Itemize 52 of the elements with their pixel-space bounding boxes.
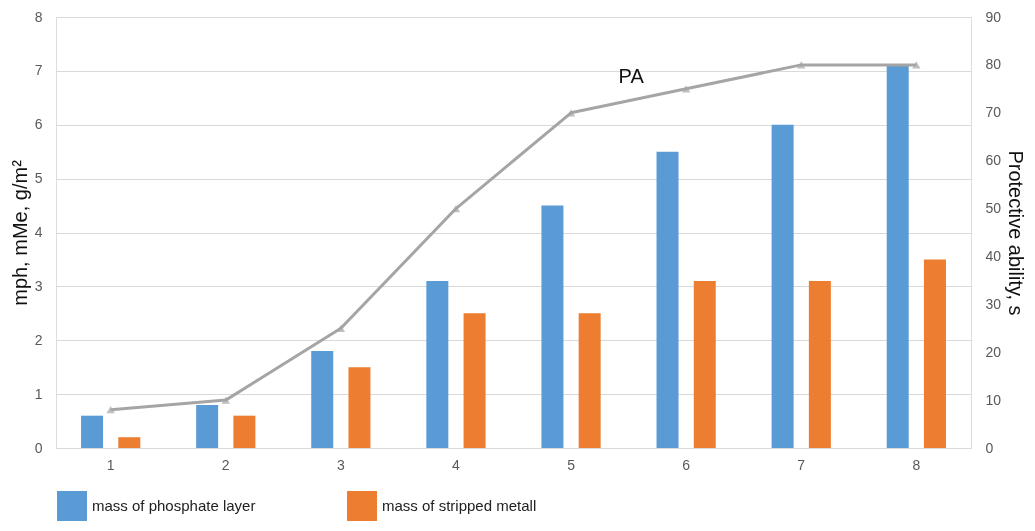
bar xyxy=(426,280,449,448)
y-tick-label: 2 xyxy=(34,331,43,348)
y2-tick-label: 90 xyxy=(985,8,1002,25)
bar xyxy=(923,259,946,448)
y-tick-label: 4 xyxy=(34,224,43,240)
y-tick-label: 3 xyxy=(34,277,43,294)
y-tick-label: 8 xyxy=(34,8,43,25)
y2-tick-label: 70 xyxy=(985,104,1002,121)
bar xyxy=(693,280,716,448)
point xyxy=(221,396,230,404)
bar xyxy=(656,151,679,448)
y-axis-title: mph, mMe, g/m² xyxy=(8,159,31,306)
point xyxy=(912,61,921,69)
y2-tick-label: 10 xyxy=(985,391,1002,408)
y2-tick-label: 60 xyxy=(985,152,1002,169)
x-tick-label: 4 xyxy=(452,456,461,473)
x-tick-label: 3 xyxy=(336,456,345,473)
x-tick-label: 7 xyxy=(797,456,806,473)
y2-tick-label: 80 xyxy=(985,56,1002,73)
bar xyxy=(463,313,486,448)
y2-tick-label: 50 xyxy=(985,200,1002,217)
y2-tick-label: 0 xyxy=(985,439,994,456)
bar xyxy=(541,205,564,448)
bar xyxy=(578,313,601,448)
bar xyxy=(886,65,909,448)
y-tick-label: 6 xyxy=(34,116,43,133)
legend-label: mass of stripped metall xyxy=(382,497,537,514)
bar xyxy=(118,437,141,448)
y-tick-label: 1 xyxy=(34,385,43,402)
x-tick-label: 2 xyxy=(221,456,230,473)
x-tick-label: 5 xyxy=(567,456,576,473)
y-tick-label: 0 xyxy=(34,439,43,456)
bar xyxy=(808,280,831,448)
bar xyxy=(196,404,219,448)
y2-tick-label: 30 xyxy=(985,295,1002,312)
bar xyxy=(771,124,794,448)
legend-label: mass of phosphate layer xyxy=(92,497,256,514)
point xyxy=(106,406,115,414)
x-tick-label: 8 xyxy=(912,456,921,473)
y-tick-label: 5 xyxy=(34,170,43,187)
bar xyxy=(311,351,334,448)
x-tick-label: 6 xyxy=(682,456,691,473)
bar xyxy=(233,415,256,448)
y-tick-label: 7 xyxy=(34,62,43,79)
bar xyxy=(81,415,104,448)
x-tick-label: 1 xyxy=(106,456,115,473)
y2-axis-title: Protective ability, s xyxy=(1005,150,1028,316)
series-label: PA xyxy=(618,64,645,87)
bar xyxy=(348,367,371,448)
point xyxy=(797,61,806,69)
y2-tick-label: 40 xyxy=(985,247,1002,264)
y2-tick-label: 20 xyxy=(985,343,1002,360)
